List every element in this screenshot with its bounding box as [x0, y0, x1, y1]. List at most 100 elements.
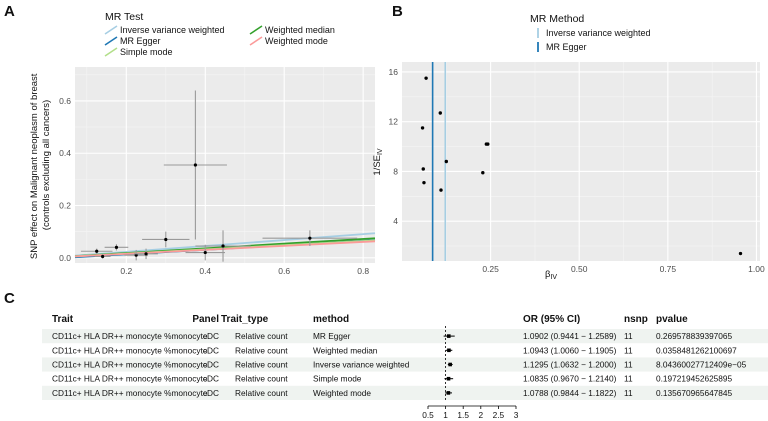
legend-item-a: Weighted median [249, 25, 335, 35]
cell-panel: cDC [203, 360, 219, 370]
or-marker [447, 348, 451, 353]
snp-point [438, 111, 442, 115]
forest-axis-label: 2 [478, 410, 483, 420]
cell-pvalue: 0.135670965647845 [656, 388, 733, 398]
header-trait-type: Trait_type [221, 314, 269, 325]
cell-trait-type: Relative count [235, 345, 288, 355]
cell-trait: CD11c+ HLA DR++ monocyte %monocyte [52, 331, 208, 341]
header-method: method [313, 314, 349, 325]
cell-or-ci: 1.0902 (0.9441 − 1.2589) [523, 331, 617, 341]
cell-method: Weighted median [313, 345, 378, 355]
cell-trait: CD11c+ HLA DR++ monocyte %monocyte [52, 374, 208, 384]
x-tick-label-b: 0.50 [571, 264, 588, 274]
snp-point [420, 126, 425, 130]
or-marker [446, 391, 451, 395]
legend-swatch [104, 25, 118, 35]
legend-label: Weighted mode [265, 36, 328, 46]
regression-line [74, 240, 376, 258]
scatter-plot-a: MR Test Inverse variance weighted Weighte… [29, 11, 376, 276]
cell-panel: cDC [203, 345, 219, 355]
cell-nsnp: 11 [624, 331, 633, 341]
cell-pvalue: 0.197219452625895 [656, 374, 733, 384]
snp-point [94, 254, 111, 259]
snp-point [185, 244, 225, 261]
cell-trait-type: Relative count [235, 331, 288, 341]
point-marker [203, 250, 207, 255]
legend-item-a: Simple mode [104, 47, 173, 57]
cell-pvalue: 0.0358481262100697 [656, 345, 737, 355]
cell-method: Simple mode [313, 374, 362, 384]
cell-nsnp: 11 [624, 388, 633, 398]
forest-axis-label: 0.5 [422, 410, 434, 420]
row-stripe [42, 357, 768, 372]
cell-or-ci: 1.1295 (1.0632 − 1.2000) [523, 360, 617, 370]
point-marker [164, 237, 168, 242]
cell-trait: CD11c+ HLA DR++ monocyte %monocyte [52, 345, 208, 355]
y-tick-label-b: 8 [393, 166, 398, 176]
table-header: Trait Panel Trait_type method OR (95% CI… [52, 314, 688, 325]
legend-label: MR Egger [546, 42, 587, 52]
x-tick-label-b: 1.00 [748, 264, 765, 274]
panel-c-letter: C [4, 290, 15, 307]
snp-point [104, 244, 129, 251]
forest-axis-label: 1.5 [457, 410, 469, 420]
header-nsnp: nsnp [624, 314, 648, 325]
point-marker [114, 245, 119, 249]
snp-point [195, 230, 251, 262]
cell-pvalue: 8.04360027712409e−05 [656, 360, 747, 370]
x-tick-label-a: 0.2 [120, 266, 132, 276]
legend-swatch [249, 25, 263, 35]
cell-nsnp: 11 [624, 374, 633, 384]
y-tick-label-a: 0.2 [59, 201, 71, 211]
legend-item-a: MR Egger [104, 36, 161, 46]
y-tick-label-b: 16 [389, 67, 399, 77]
cell-panel: cDC [203, 388, 219, 398]
y-tick-label-a: 0.0 [59, 253, 71, 263]
cell-or-ci: 1.0943 (1.0060 − 1.1905) [523, 345, 617, 355]
row-stripe [42, 329, 768, 344]
header-trait: Trait [52, 314, 74, 325]
legend-label: Weighted median [265, 25, 335, 35]
row-stripe [42, 385, 768, 400]
point-marker [95, 249, 99, 253]
x-tick-label-b: 0.75 [660, 264, 677, 274]
x-tick-label-b: 0.25 [482, 264, 499, 274]
legend-label: MR Egger [120, 36, 161, 46]
legend-item-a: Weighted mode [249, 36, 328, 46]
snp-point [486, 142, 490, 146]
legend-item-b: MR Egger [537, 42, 587, 52]
header-or: OR (95% CI) [523, 314, 580, 325]
snp-point [142, 231, 190, 248]
legend-label: Simple mode [120, 47, 173, 57]
point-marker [308, 236, 312, 240]
cell-trait: CD11c+ HLA DR++ monocyte %monocyte [52, 360, 208, 370]
cell-nsnp: 11 [624, 345, 633, 355]
x-axis-label-b: βIV [545, 269, 557, 281]
snp-point [422, 180, 426, 185]
snp-point [421, 167, 425, 171]
forest-table-c: Trait Panel Trait_type method OR (95% CI… [42, 314, 768, 420]
y-axis-label-a: SNP effect on Malignant neoplasm of brea… [29, 71, 52, 259]
cell-trait-type: Relative count [235, 374, 288, 384]
snp-point [424, 76, 428, 80]
legend-swatch [249, 36, 263, 46]
x-tick-label-a: 0.4 [199, 266, 211, 276]
y-tick-label-a: 0.6 [59, 96, 71, 106]
snp-point [262, 230, 358, 247]
cell-panel: cDC [203, 331, 219, 341]
legend-a: MR Test Inverse variance weighted Weighte… [104, 11, 335, 57]
cell-nsnp: 11 [624, 360, 633, 370]
or-marker [446, 376, 451, 381]
panel-b-letter: B [392, 3, 403, 20]
y-tick-label-b: 4 [393, 216, 398, 226]
forest-axis-label: 1 [443, 410, 448, 420]
legend-swatch [104, 47, 118, 57]
funnel-plot-b: MR Method Inverse variance weighted MR Eg… [372, 13, 765, 281]
snp-point [134, 248, 158, 260]
point-marker [101, 254, 105, 259]
